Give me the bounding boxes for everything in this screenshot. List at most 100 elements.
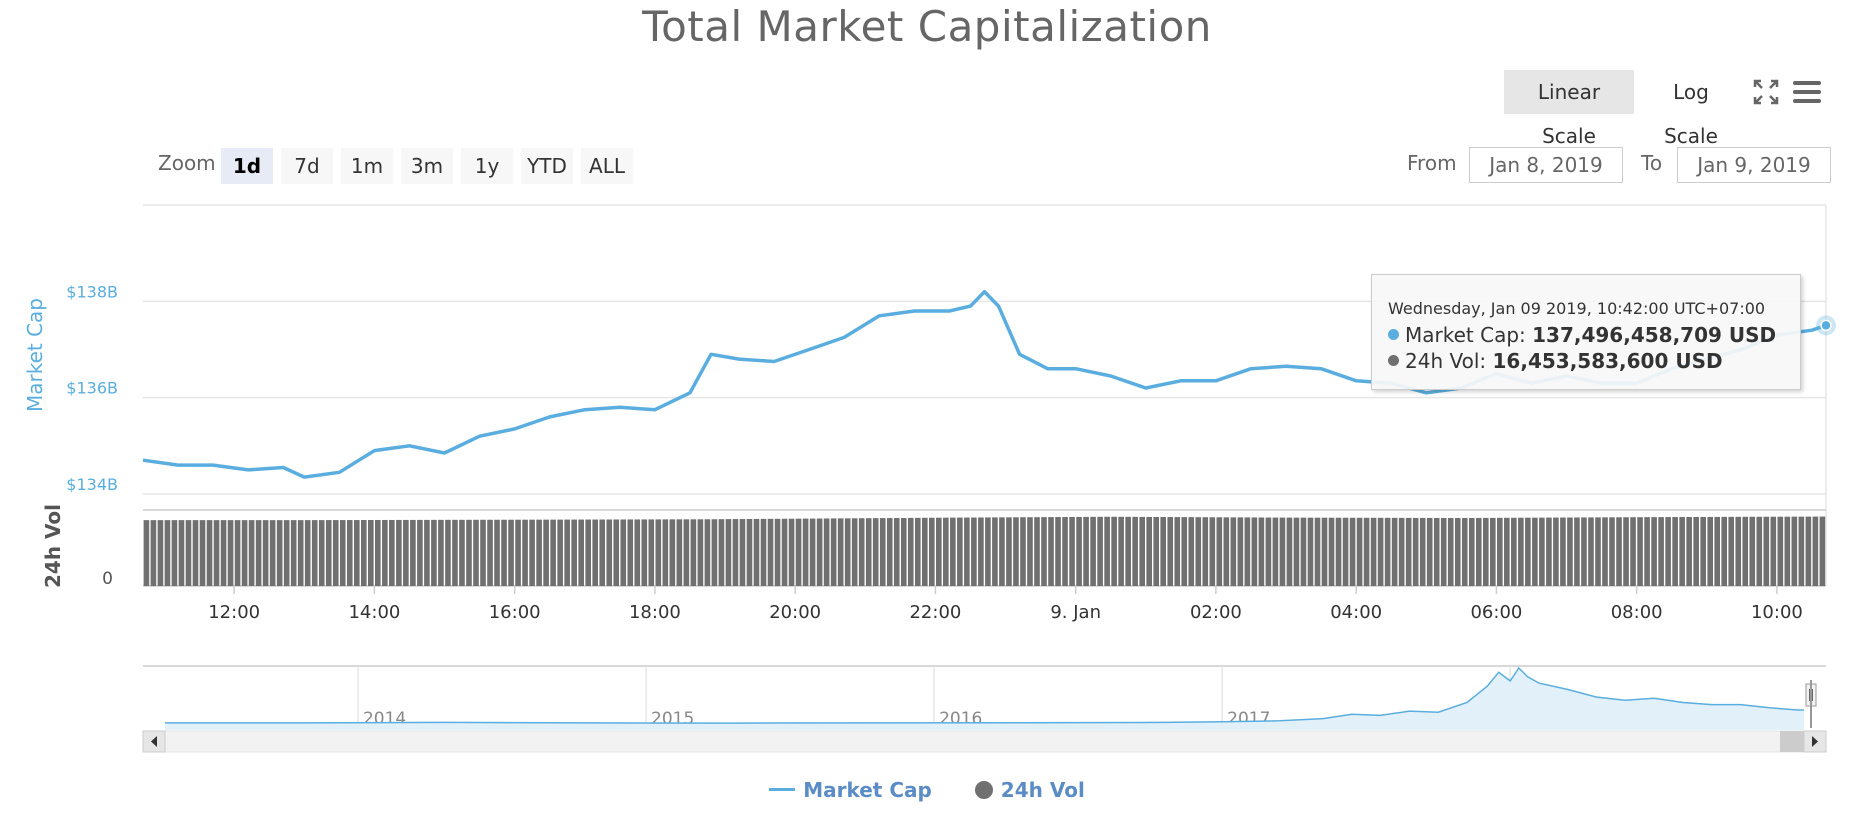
volume-bar xyxy=(1195,517,1202,586)
volume-bar xyxy=(1083,516,1089,586)
volume-bar xyxy=(669,519,676,586)
from-date-input[interactable] xyxy=(1469,147,1623,183)
zoom-7d-button[interactable]: 7d xyxy=(281,148,333,184)
volume-bar xyxy=(1398,517,1405,586)
legend-market-cap-label: Market Cap xyxy=(803,778,932,802)
volume-bar xyxy=(606,519,613,586)
volume-bar xyxy=(1812,516,1819,586)
log-scale-button[interactable]: Log Scale xyxy=(1664,80,1718,148)
volume-bar xyxy=(557,519,563,586)
volume-bar xyxy=(241,520,248,586)
volume-bar xyxy=(501,519,507,586)
volume-bar xyxy=(473,519,479,586)
y-tick-label: $138B xyxy=(66,282,118,301)
fullscreen-icon[interactable] xyxy=(1752,78,1780,106)
volume-bar xyxy=(389,519,395,586)
volume-bar xyxy=(1433,517,1440,586)
volume-bar xyxy=(823,518,830,586)
volume-bar xyxy=(431,519,437,586)
volume-bar xyxy=(1412,517,1419,586)
volume-bar xyxy=(1342,517,1349,586)
volume-bar xyxy=(690,519,697,586)
volume-bar xyxy=(255,520,262,586)
menu-icon[interactable] xyxy=(1792,78,1822,106)
volume-bar xyxy=(318,520,325,586)
legend-item-volume[interactable]: 24h Vol xyxy=(974,778,1085,802)
volume-bar xyxy=(325,520,332,586)
to-date-input[interactable] xyxy=(1677,147,1831,183)
chart-title: Total Market Capitalization xyxy=(642,2,1212,51)
volume-bar xyxy=(620,519,627,586)
volume-bar xyxy=(1623,517,1629,586)
navigator-scrollbar-track[interactable] xyxy=(142,730,1827,753)
volume-bar xyxy=(1034,517,1040,586)
volume-bar xyxy=(1721,516,1728,586)
x-tick-label: 14:00 xyxy=(348,602,400,623)
volume-bar xyxy=(1504,517,1510,586)
volume-bar xyxy=(914,517,921,586)
volume-bar xyxy=(143,520,150,586)
volume-bar xyxy=(1609,517,1615,586)
volume-bar xyxy=(627,519,634,586)
volume-bar xyxy=(171,520,178,586)
volume-bar xyxy=(662,519,669,586)
scrollbar-thumb[interactable] xyxy=(1780,731,1804,752)
volume-bar xyxy=(199,520,206,586)
volume-bar xyxy=(1770,516,1777,586)
volume-bar xyxy=(641,519,648,586)
volume-bar xyxy=(1567,517,1573,586)
volume-bar xyxy=(1461,518,1468,586)
volume-bar xyxy=(1756,516,1763,586)
volume-bar xyxy=(1693,516,1699,586)
legend-item-market-cap[interactable]: Market Cap xyxy=(769,778,932,802)
volume-bar xyxy=(1602,517,1608,586)
volume-bar xyxy=(1384,517,1391,586)
volume-bar xyxy=(718,519,725,586)
volume-bar xyxy=(1111,516,1117,586)
volume-bar xyxy=(1181,517,1188,586)
volume-bar xyxy=(1321,517,1328,586)
volume-bar xyxy=(781,518,788,586)
volume-tick-label: 0 xyxy=(102,569,113,589)
volume-bar xyxy=(1742,516,1749,586)
volume-bar xyxy=(396,519,402,586)
zoom-3m-button[interactable]: 3m xyxy=(401,148,453,184)
zoom-all-button[interactable]: ALL xyxy=(581,148,633,184)
volume-bar xyxy=(872,518,879,586)
volume-bar xyxy=(1328,517,1335,586)
volume-bar xyxy=(1468,517,1475,586)
volume-bar xyxy=(234,520,241,586)
volume-bar xyxy=(1153,516,1160,586)
volume-bar xyxy=(311,520,318,586)
volume-bar xyxy=(858,518,865,586)
zoom-ytd-button[interactable]: YTD xyxy=(521,148,573,184)
linear-scale-button[interactable]: Linear Scale xyxy=(1504,70,1634,148)
volume-bar xyxy=(1097,516,1103,586)
hover-point xyxy=(1820,319,1832,332)
volume-bar xyxy=(1279,517,1286,586)
volume-bar xyxy=(732,519,739,586)
y-tick-label: $134B xyxy=(66,475,118,494)
volume-bar xyxy=(262,520,269,586)
volume-bar xyxy=(487,519,493,586)
volume-bar xyxy=(466,519,472,586)
zoom-1y-button[interactable]: 1y xyxy=(461,148,513,184)
volume-bar xyxy=(844,518,851,586)
volume-bar xyxy=(936,517,942,586)
volume-bar xyxy=(1377,517,1384,586)
volume-bar xyxy=(1272,517,1279,586)
volume-bar xyxy=(964,517,970,586)
volume-bar xyxy=(1174,517,1181,586)
volume-bar xyxy=(515,519,521,586)
volume-bar xyxy=(1539,517,1545,586)
volume-bar xyxy=(353,520,360,586)
volume-bar xyxy=(1132,516,1138,586)
x-tick-label: 22:00 xyxy=(909,602,961,623)
volume-bar xyxy=(375,519,381,586)
zoom-1d-button[interactable]: 1d xyxy=(221,148,273,184)
volume-bar xyxy=(1763,516,1770,586)
volume-bar xyxy=(1041,517,1047,586)
volume-bar xyxy=(585,519,591,586)
zoom-1m-button[interactable]: 1m xyxy=(341,148,393,184)
